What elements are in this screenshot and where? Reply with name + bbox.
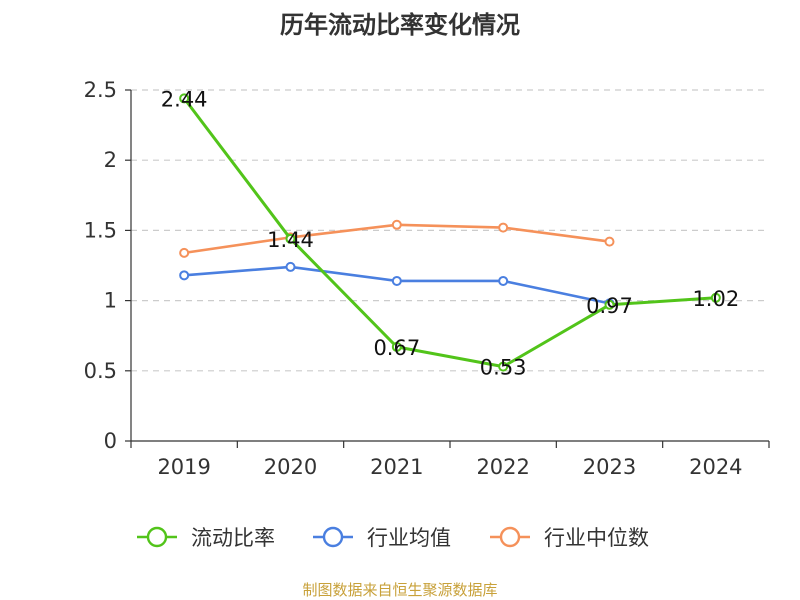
x-tick-label: 2022	[476, 455, 529, 479]
legend-item: 行业均值	[313, 526, 451, 550]
y-tick-label: 0	[104, 429, 117, 453]
data-label: 0.53	[480, 356, 527, 380]
data-point	[285, 261, 296, 272]
data-point	[391, 219, 402, 230]
data-label: 2.44	[161, 87, 208, 111]
y-tick-label: 2.5	[84, 78, 117, 102]
grid-layer	[131, 89, 769, 372]
data-point	[498, 222, 509, 233]
data-label: 1.02	[692, 287, 739, 311]
y-tick-label: 1	[104, 289, 117, 313]
data-point	[604, 299, 615, 310]
legend-item: 行业中位数	[490, 526, 649, 550]
data-point	[391, 275, 402, 286]
series-layer	[179, 93, 721, 372]
legend-label: 行业中位数	[544, 526, 649, 550]
data-label: 1.44	[267, 228, 314, 252]
data-point	[710, 292, 721, 303]
x-tick-label: 2023	[583, 455, 636, 479]
data-label: 0.67	[373, 336, 420, 360]
chart-title: 历年流动比率变化情况	[280, 11, 520, 39]
data-point	[498, 361, 509, 372]
data-point	[179, 247, 190, 258]
legend-marker	[146, 526, 168, 548]
axis-layer: 0 0.5 1 1.5 2 2.5 2019 2020 2021 2022 2023 2024	[84, 78, 770, 479]
y-tick-label: 0.5	[84, 359, 117, 383]
legend: 流动比率 行业均值 行业中位数	[137, 526, 649, 550]
x-tick-label: 2019	[157, 455, 210, 479]
legend-marker	[499, 526, 521, 548]
legend-label: 行业均值	[367, 526, 451, 550]
data-point	[498, 275, 509, 286]
data-point	[179, 93, 190, 104]
legend-item: 流动比率	[137, 526, 275, 550]
data-point	[285, 233, 296, 244]
y-tick-label: 2	[104, 148, 117, 172]
y-tick-label: 1.5	[84, 218, 117, 242]
data-point	[391, 341, 402, 352]
legend-marker	[322, 526, 344, 548]
data-label: 0.97	[586, 294, 633, 318]
x-tick-label: 2020	[264, 455, 317, 479]
x-tick-label: 2024	[689, 455, 742, 479]
x-tick-label: 2021	[370, 455, 423, 479]
data-point	[604, 236, 615, 247]
source-note: 制图数据来自恒生聚源数据库	[302, 581, 497, 599]
legend-label: 流动比率	[191, 526, 275, 550]
data-label-layer: 2.44 1.44 0.67 0.53 0.97 1.02	[161, 87, 739, 379]
series-line	[182, 96, 718, 369]
data-point	[179, 270, 190, 281]
